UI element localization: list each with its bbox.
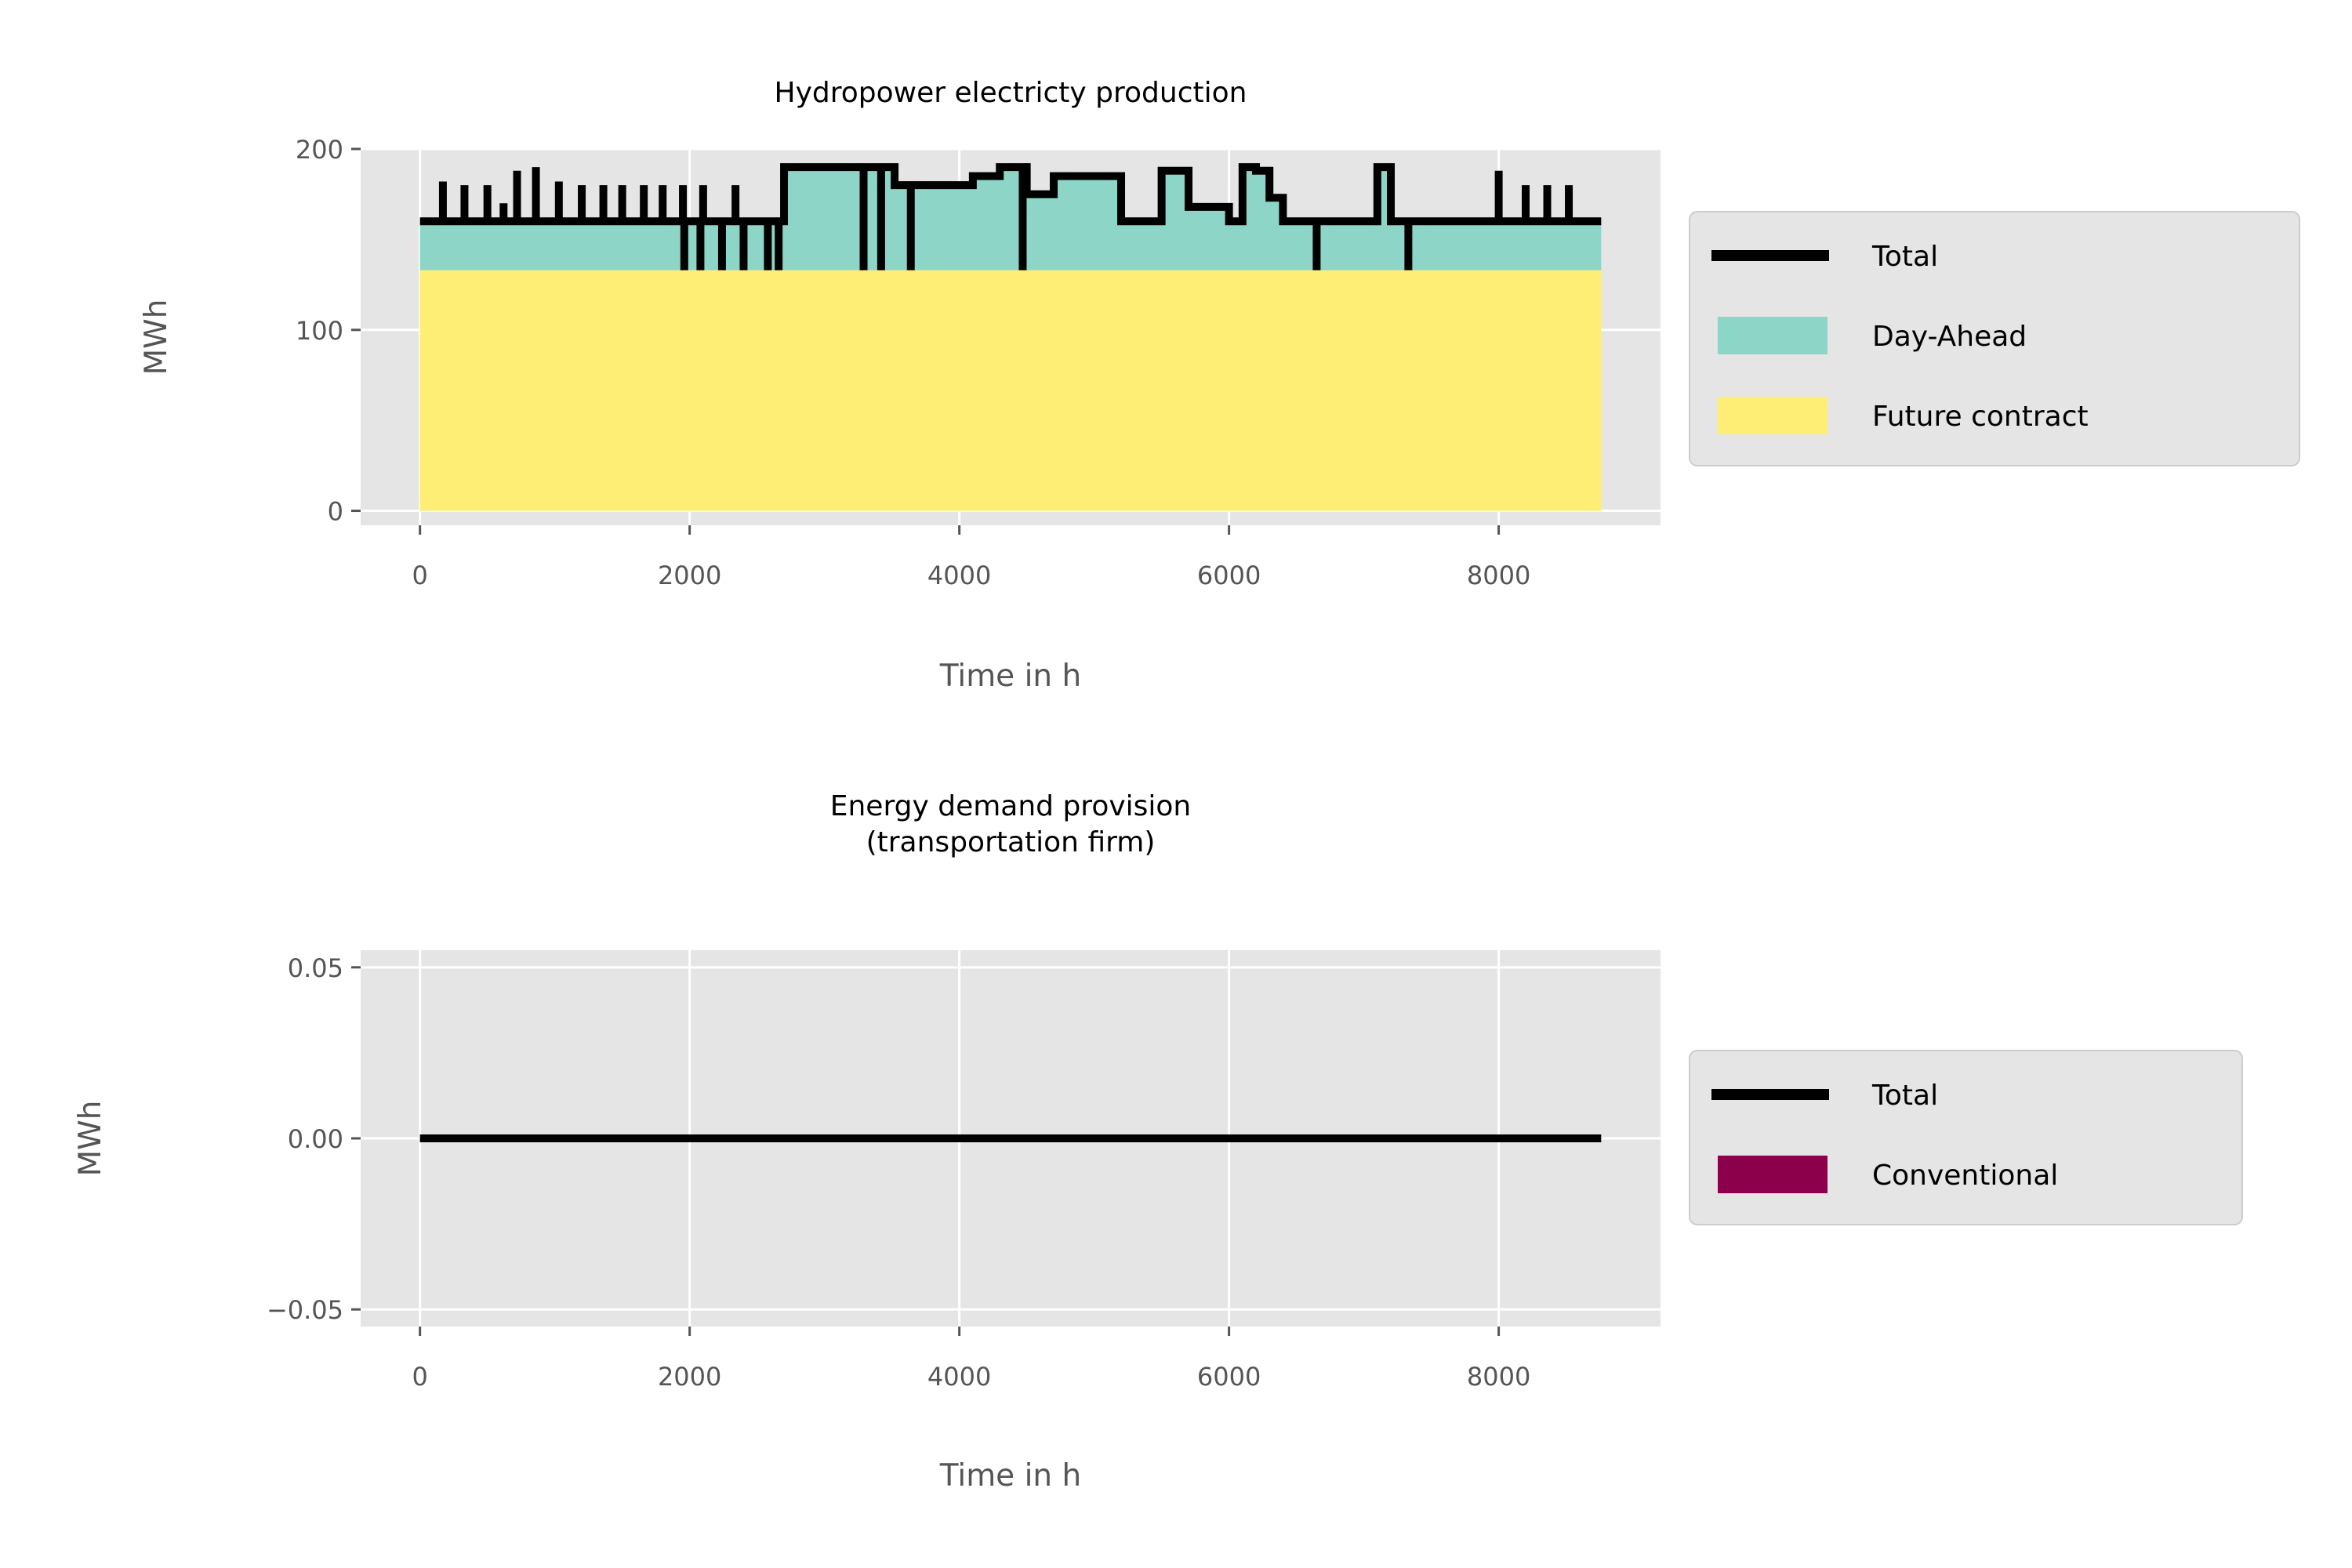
x-tick-label: 6000 [1197, 561, 1261, 590]
legend-label: Total [1871, 1080, 1938, 1112]
x-tick-label: 6000 [1197, 1362, 1261, 1392]
chart-title-line: Hydropower electricty production [775, 77, 1247, 109]
chart-title-line: (transportation firm) [866, 826, 1156, 858]
x-tick-label: 8000 [1467, 561, 1530, 590]
chart-hydropower: 0 2000 4000 6000 8000 0 100 200 Hydropower elec… [139, 77, 2300, 694]
y-tick-label: 0.00 [288, 1124, 343, 1154]
y-axis-label: MWh [139, 299, 174, 376]
chart-title-line: Energy demand provision [830, 790, 1192, 822]
x-axis-label: Time in h [939, 659, 1082, 694]
y-axis-label: MWh [73, 1101, 108, 1177]
chart-title: Energy demand provision (transportation f… [830, 790, 1192, 858]
line-layers [419, 163, 1602, 270]
x-tick-label: 2000 [658, 1362, 721, 1392]
legend-box [1689, 211, 2300, 466]
legend-label: Future contract [1872, 401, 2089, 433]
x-tick-label: 8000 [1467, 1362, 1530, 1392]
y-tick-label: 0.05 [288, 953, 343, 983]
legend: Total Conventional [1689, 1050, 2243, 1225]
legend-swatch-day-ahead [1718, 317, 1828, 354]
x-axis-label: Time in h [939, 1458, 1082, 1494]
area-layers [419, 167, 1602, 511]
chart-energy-demand: 0 2000 4000 6000 8000 −0.05 0.00 0.05 Energy de… [73, 790, 2243, 1494]
x-tick-label: 4000 [927, 561, 991, 590]
area-future-contract [419, 270, 1602, 511]
x-tick-label: 0 [412, 561, 427, 590]
y-tick-label: 200 [296, 135, 343, 165]
legend-label: Day-Ahead [1872, 321, 2027, 353]
y-tick-label: 100 [296, 316, 343, 346]
legend: Total Day-Ahead Future contract [1689, 211, 2300, 466]
area-day-ahead [419, 167, 1602, 270]
x-tick-label: 0 [412, 1362, 427, 1392]
legend-box [1689, 1050, 2243, 1225]
axes: 0 2000 4000 6000 8000 0 100 200 [296, 135, 1530, 590]
chart-title: Hydropower electricty production [775, 77, 1247, 109]
x-tick-label: 2000 [658, 561, 721, 590]
y-tick-label: −0.05 [267, 1295, 343, 1325]
y-tick-label: 0 [328, 497, 343, 527]
legend-swatch-conventional [1718, 1156, 1828, 1193]
series-line-total [419, 163, 1602, 226]
legend-label: Conventional [1872, 1160, 2058, 1192]
x-tick-label: 4000 [927, 1362, 991, 1392]
legend-label: Total [1871, 241, 1938, 273]
axes: 0 2000 4000 6000 8000 −0.05 0.00 0.05 [267, 953, 1530, 1392]
legend-swatch-future-contract [1718, 397, 1828, 434]
